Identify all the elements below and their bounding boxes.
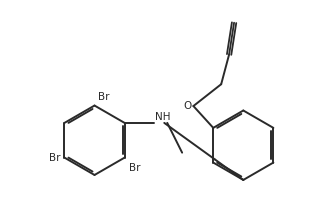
Text: O: O xyxy=(183,101,191,111)
Text: Br: Br xyxy=(49,153,60,163)
Text: Br: Br xyxy=(99,91,110,102)
Text: NH: NH xyxy=(155,112,171,122)
Text: Br: Br xyxy=(128,163,140,173)
